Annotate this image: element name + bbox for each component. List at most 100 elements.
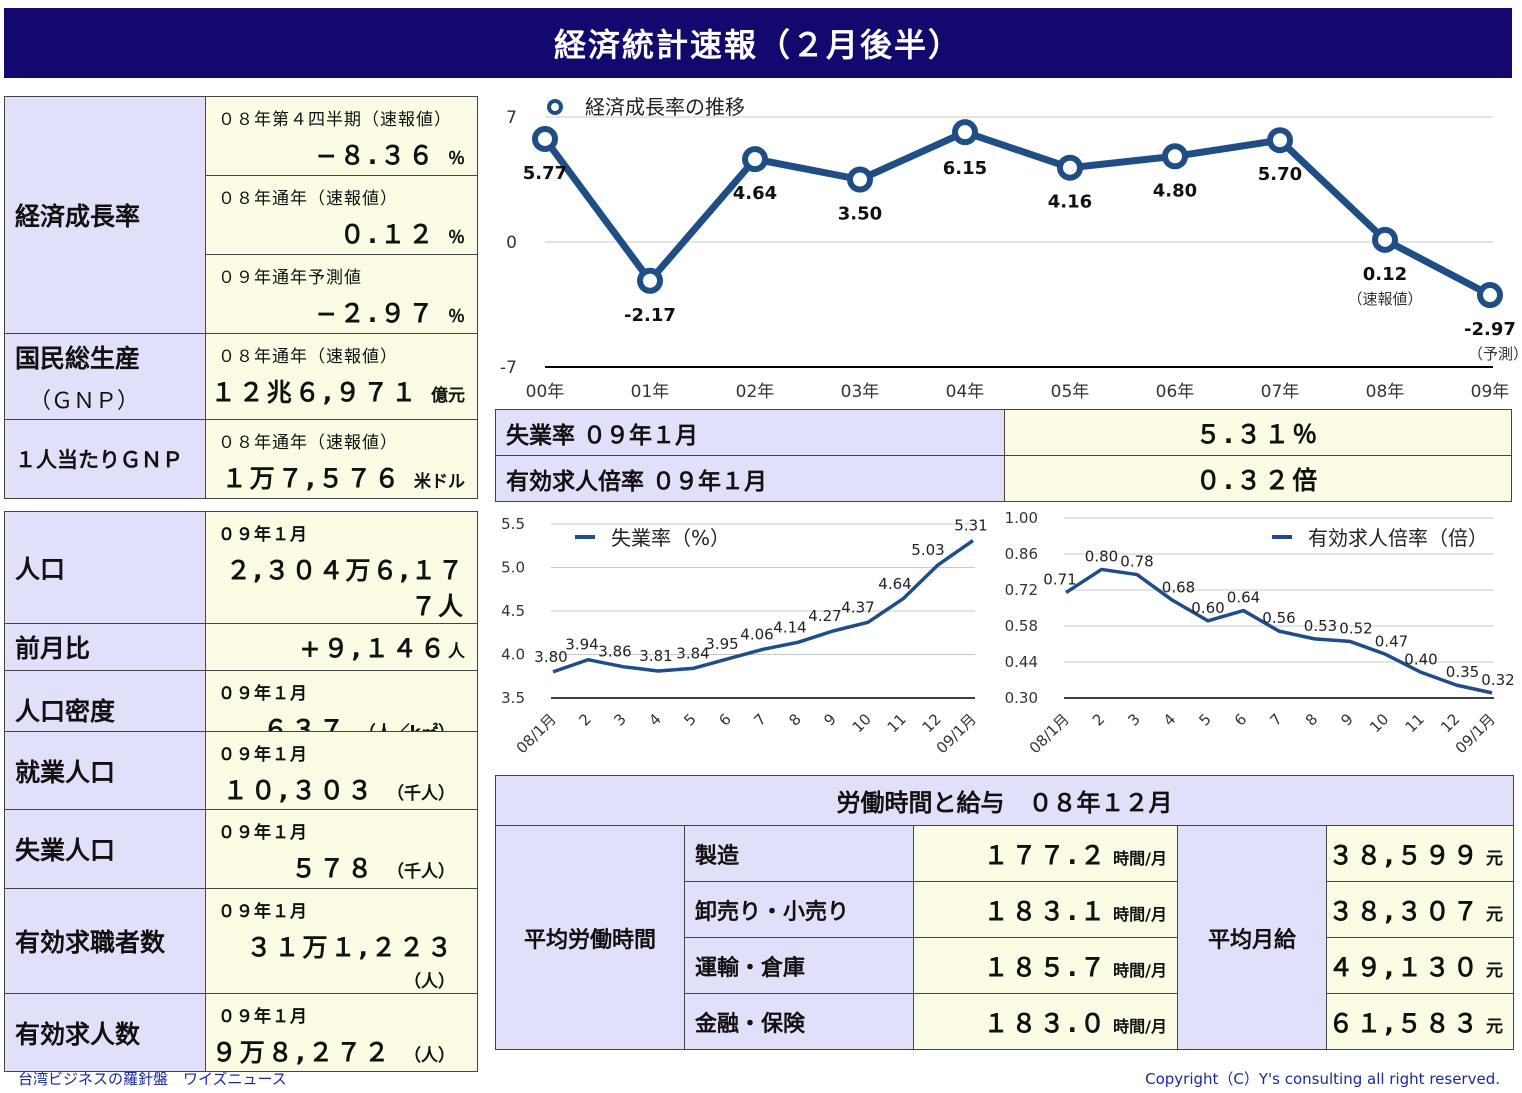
hours-value: １８３.０ 時間/月	[913, 993, 1178, 1050]
job-ratio-value: ０.３２倍	[1004, 455, 1512, 502]
data-label: -2.17	[624, 305, 676, 326]
employment-table: 就業人口 ０９年１月 １０,３０３ （千人） 失業人口 ０９年１月 ５７８ （千…	[4, 731, 478, 1072]
rate-table: 失業率 ０９年１月 ５.３１％ 有効求人倍率 ０９年１月 ０.３２倍	[495, 409, 1512, 502]
x-tick-label: 9	[820, 710, 839, 729]
x-tick-label: 4	[645, 710, 664, 729]
data-label: 6.15	[943, 158, 987, 179]
data-label: 0.53	[1304, 617, 1337, 635]
data-label: 0.52	[1339, 619, 1372, 637]
data-label: 4.16	[1048, 192, 1092, 213]
x-tick-label: 08/1月	[1026, 710, 1073, 757]
mom-cell: +９,１４６人	[205, 623, 478, 671]
legend-label: 失業率（%）	[611, 526, 730, 550]
x-tick-label: 8	[1302, 710, 1321, 729]
unemployment-rate-value: ５.３１％	[1004, 409, 1512, 456]
data-label: -2.97	[1464, 319, 1516, 340]
data-label: 3.95	[705, 635, 738, 653]
unemployment-rate-label: 失業率 ０９年１月	[506, 422, 699, 449]
data-label: 5.70	[1258, 164, 1302, 185]
y-tick-label: 0.58	[1005, 617, 1038, 635]
data-label: 0.78	[1120, 553, 1153, 571]
data-label: 0.64	[1227, 589, 1260, 607]
data-point	[952, 119, 978, 146]
pay-value: ６１,５８３ 元	[1326, 993, 1514, 1050]
x-tick-label: 10	[1366, 710, 1392, 736]
data-label: 3.86	[598, 643, 631, 661]
y-tick-label: 1.00	[1005, 509, 1038, 527]
data-label: 0.47	[1375, 632, 1408, 650]
employed-label: 就業人口	[15, 757, 116, 787]
data-label: 0.71	[1043, 571, 1076, 589]
pay-value: ３８,３０７ 元	[1326, 881, 1514, 938]
x-tick-label: 00年	[526, 382, 565, 402]
hours-label: 平均労働時間	[495, 825, 685, 1050]
growth-row: ０８年第４四半期（速報値） −８.３６ ％	[205, 96, 478, 176]
data-label: 0.68	[1162, 578, 1195, 596]
x-tick-label: 08年	[1366, 382, 1405, 402]
x-tick-label: 07年	[1261, 382, 1300, 402]
x-tick-label: 9	[1337, 710, 1356, 729]
job-seekers-cell: ０９年１月 ３１万１,２２３ （人）	[205, 888, 478, 994]
gnp-value-cell: ０８年通年（速報値） １２兆６,９７１ 億元	[205, 333, 478, 420]
hours-value: １８３.１ 時間/月	[913, 881, 1178, 938]
series-line	[1065, 567, 1493, 695]
series-line	[542, 128, 1492, 299]
data-label: 3.80	[534, 648, 567, 666]
x-tick-label: 8	[785, 710, 804, 729]
x-tick-label: 2	[575, 710, 594, 729]
data-label: 3.50	[838, 204, 882, 225]
data-note: （速報値）	[1347, 290, 1422, 308]
y-tick-label: 0.86	[1005, 545, 1038, 563]
data-label: 0.56	[1262, 609, 1295, 627]
job-openings-cell: ０９年１月 ９万８,２７２ （人）	[205, 993, 478, 1072]
x-tick-label: 3	[1124, 710, 1143, 729]
x-tick-label: 04年	[946, 382, 985, 402]
employed-cell: ０９年１月 １０,３０３ （千人）	[205, 731, 478, 810]
gnp-label: 国民総生産	[15, 343, 141, 373]
per-capita-gnp-label: １人当たりＧＮＰ	[15, 448, 183, 472]
x-tick-label: 09年	[1471, 382, 1510, 402]
population-table: 人口 ０９年１月 ２,３０４万６,１７７人 前月比 +９,１４６人 人口密度 ０…	[4, 511, 478, 750]
legend-marker	[547, 99, 563, 115]
industry-label: 卸売り・小売り	[684, 881, 914, 938]
x-tick-label: 03年	[841, 382, 880, 402]
data-point	[1162, 143, 1188, 170]
data-label: 3.84	[676, 644, 709, 662]
x-tick-label: 6	[715, 710, 734, 729]
data-label: 5.77	[523, 163, 567, 184]
x-tick-label: 3	[610, 710, 629, 729]
y-tick-label: 5.0	[501, 559, 525, 577]
data-point	[637, 267, 663, 294]
page-title: 経済統計速報（２月後半）	[4, 8, 1512, 78]
labor-table-title: 労働時間と給与 ０８年１２月	[495, 775, 1514, 826]
industry-label: 金融・保険	[684, 993, 914, 1050]
data-label: 5.03	[911, 541, 944, 559]
growth-chart: 7 0 -7 00年 01年 02年 03年 04年 05年 06年 07年 08年 09年 5.77 -2…	[500, 95, 1522, 402]
job-seekers-label: 有効求職者数	[15, 928, 166, 957]
growth-row: ０８年通年（速報値） ０.１２ ％	[205, 175, 478, 255]
pay-value: ４９,１３０ 元	[1326, 937, 1514, 994]
y-tick-label: 0.72	[1005, 581, 1038, 599]
x-tick-label: 12	[919, 710, 945, 736]
data-point	[847, 166, 873, 193]
job-openings-label: 有効求人数	[15, 1019, 141, 1049]
data-note: （予測）	[1468, 345, 1522, 363]
pay-label: 平均月給	[1177, 825, 1327, 1050]
footer-source: 台湾ビジネスの羅針盤 ワイズニュース	[18, 1070, 287, 1088]
pay-value: ３８,５９９ 元	[1326, 825, 1514, 882]
data-point	[1267, 127, 1293, 154]
y-tick-label: 0.30	[1005, 689, 1038, 707]
y-tick-label: 7	[506, 108, 517, 128]
population-label: 人口	[15, 554, 66, 584]
data-label: 4.14	[773, 618, 806, 636]
y-tick-label: 4.0	[501, 646, 525, 664]
y-tick-label: -7	[500, 358, 517, 378]
industry-label: 運輸・倉庫	[684, 937, 914, 994]
x-tick-label: 5	[1195, 710, 1214, 729]
x-tick-label: 7	[750, 710, 769, 729]
job-ratio-chart: 1.00 0.86 0.72 0.58 0.44 0.30 08/1月 2 3 4 5 6 7 8 9 10 1…	[1005, 509, 1515, 757]
y-tick-label: 0	[506, 233, 517, 253]
x-tick-label: 6	[1231, 710, 1250, 729]
data-label: 0.40	[1404, 650, 1437, 668]
series-line	[552, 539, 974, 674]
